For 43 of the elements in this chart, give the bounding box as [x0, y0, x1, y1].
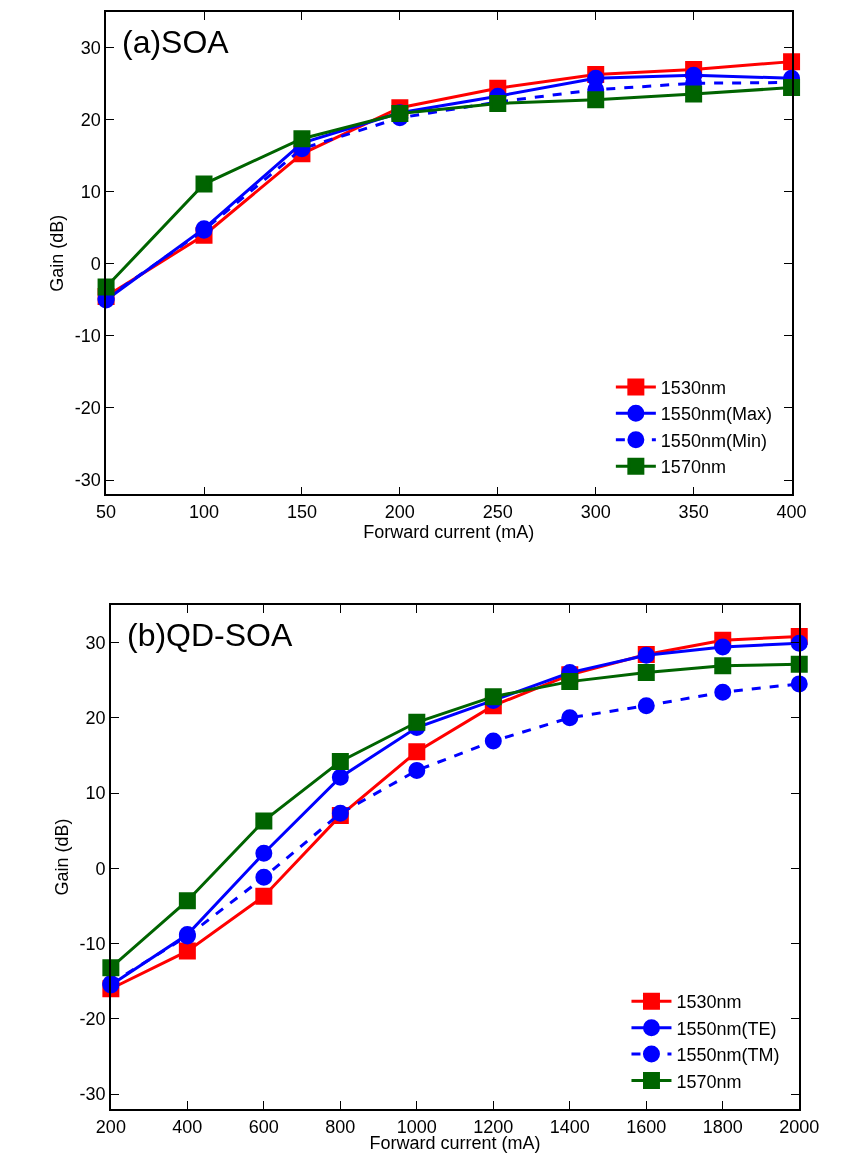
- y-tick-label: -10: [79, 933, 106, 954]
- legend-label: 1570nm: [660, 457, 726, 478]
- y-tick-label: 0: [90, 254, 101, 275]
- y-tick-label: -10: [74, 326, 101, 347]
- x-tick-label: 2000: [779, 1116, 820, 1137]
- x-tick-label: 600: [248, 1116, 279, 1137]
- x-tick-label: 150: [286, 501, 317, 522]
- x-tick-label: 200: [384, 501, 415, 522]
- y-tick-label: 20: [85, 708, 106, 729]
- y-tick-label: 10: [80, 182, 101, 203]
- x-tick-label: 1800: [702, 1116, 743, 1137]
- x-tick-label: 400: [776, 501, 807, 522]
- x-tick-label: 1400: [549, 1116, 590, 1137]
- x-tick-label: 800: [325, 1116, 356, 1137]
- y-tick-label: 10: [85, 783, 106, 804]
- y-tick-label: -30: [74, 470, 101, 491]
- legend-label: 1550nm(Min): [660, 430, 767, 451]
- x-tick-label: 300: [580, 501, 611, 522]
- x-tick-label: 250: [482, 501, 513, 522]
- legend-label: 1550nm(TM): [676, 1045, 780, 1066]
- legend-label: 1550nm(Max): [660, 404, 772, 425]
- x-tick-label: 1600: [626, 1116, 667, 1137]
- x-tick-label: 100: [188, 501, 220, 522]
- y-tick-label: -30: [79, 1084, 106, 1105]
- annotation: (b)QD-SOA: [127, 617, 293, 653]
- x-tick-label: 200: [95, 1116, 126, 1137]
- x-axis-title: Forward current (mA): [363, 521, 535, 542]
- y-tick-label: 30: [80, 38, 101, 59]
- y-tick-label: 0: [95, 858, 106, 879]
- legend-label: 1570nm: [676, 1071, 742, 1092]
- x-tick-label: 50: [96, 501, 117, 522]
- y-tick-label: -20: [79, 1009, 106, 1030]
- y-axis-title: Gain (dB): [52, 818, 73, 896]
- x-tick-label: 400: [172, 1116, 203, 1137]
- legend-label: 1530nm: [676, 992, 742, 1013]
- legend-label: 1550nm(TE): [676, 1018, 777, 1039]
- x-tick-label: 350: [678, 501, 709, 522]
- y-axis-title: Gain (dB): [47, 214, 68, 292]
- y-tick-label: 30: [85, 632, 106, 653]
- y-tick-label: -20: [74, 398, 101, 419]
- y-tick-label: 20: [80, 110, 101, 131]
- legend-label: 1530nm: [660, 377, 726, 398]
- annotation: (a)SOA: [122, 24, 230, 60]
